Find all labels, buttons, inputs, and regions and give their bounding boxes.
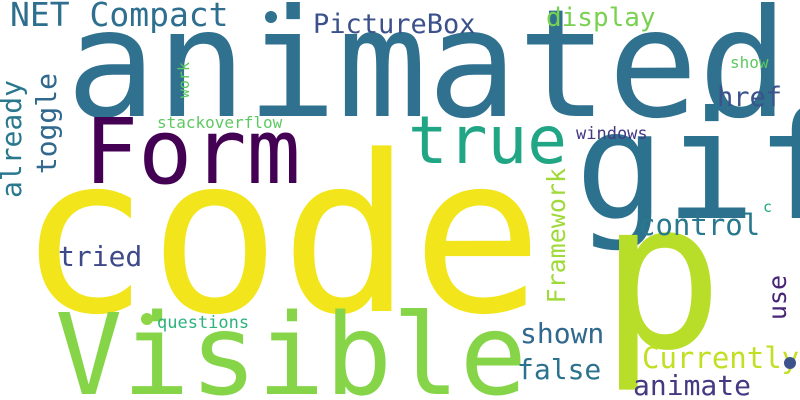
word-false: false: [517, 353, 602, 386]
word-display: display: [546, 3, 656, 33]
word-questions: questions: [157, 313, 250, 333]
word-true: true: [408, 102, 567, 179]
word-control: control: [638, 208, 761, 242]
word-toggle: toggle: [30, 73, 63, 175]
word-show: show: [730, 53, 769, 72]
word-stackoverflow: stackoverflow: [157, 113, 283, 132]
word-code: code: [18, 110, 543, 363]
dot-1: [265, 11, 277, 23]
word-shown: shown: [520, 317, 605, 350]
word-already: already: [0, 80, 28, 199]
word-c: c: [763, 198, 773, 216]
word-href: href: [717, 82, 783, 113]
word-animated: animated: [66, 0, 789, 152]
dot-3: [784, 357, 796, 369]
word-visible: Visible: [55, 291, 528, 400]
word-framework: Framework: [542, 168, 571, 304]
word-use: use: [763, 275, 792, 321]
word-picturebox: PictureBox: [313, 9, 476, 40]
dot-2: [141, 313, 153, 325]
word-tried: tried: [58, 240, 143, 273]
word-net-compact: NET Compact: [10, 0, 229, 34]
word-form: Form: [84, 100, 301, 205]
word-windows: windows: [576, 124, 648, 144]
word-work: work: [175, 62, 193, 99]
word-animate: animate: [633, 369, 752, 400]
word-currently: Currently: [642, 341, 800, 375]
word-p: p: [600, 158, 724, 396]
word-gif: gif: [575, 80, 800, 254]
